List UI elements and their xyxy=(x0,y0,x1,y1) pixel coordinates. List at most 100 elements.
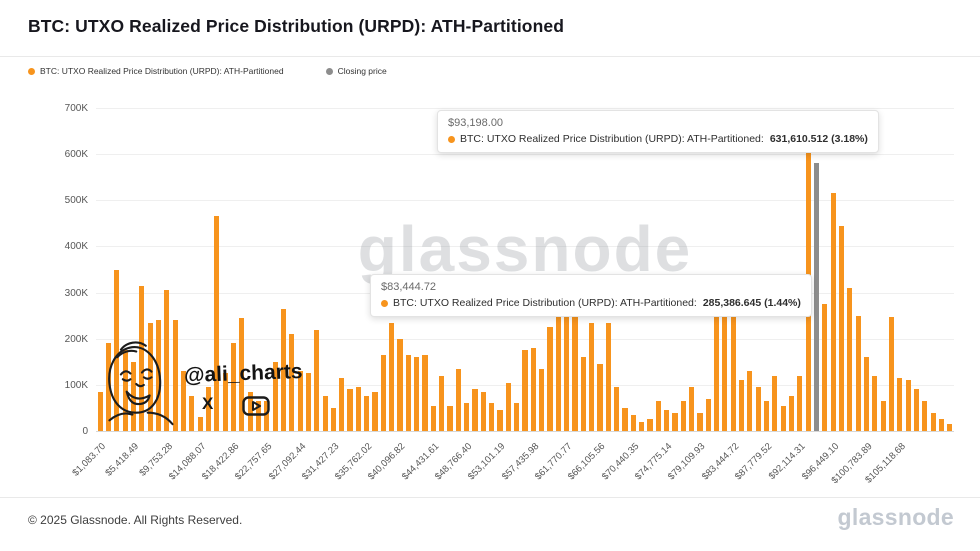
urpd-bar[interactable] xyxy=(355,387,361,431)
legend-item-closing-price[interactable]: Closing price xyxy=(325,66,387,76)
urpd-bar[interactable] xyxy=(830,193,836,431)
urpd-bar[interactable] xyxy=(255,401,261,431)
urpd-bar[interactable] xyxy=(772,375,778,431)
closing-price-bar[interactable] xyxy=(813,163,820,431)
urpd-bar[interactable] xyxy=(289,334,295,431)
urpd-bar[interactable] xyxy=(405,354,411,431)
urpd-bar[interactable] xyxy=(514,403,520,431)
urpd-bar[interactable] xyxy=(747,371,753,431)
urpd-bar[interactable] xyxy=(430,405,436,431)
urpd-bar[interactable] xyxy=(847,287,853,431)
urpd-bar[interactable] xyxy=(97,391,103,431)
urpd-bar[interactable] xyxy=(622,407,628,431)
urpd-bar[interactable] xyxy=(147,322,153,431)
urpd-bar[interactable] xyxy=(239,317,245,431)
urpd-bar[interactable] xyxy=(339,377,345,431)
urpd-bar[interactable] xyxy=(222,373,228,431)
urpd-bar[interactable] xyxy=(564,297,570,431)
urpd-bar[interactable] xyxy=(322,396,328,431)
urpd-bar[interactable] xyxy=(489,403,495,431)
urpd-bar[interactable] xyxy=(788,396,795,431)
urpd-bar[interactable] xyxy=(555,311,561,431)
urpd-bar[interactable] xyxy=(888,316,895,431)
urpd-bar[interactable] xyxy=(347,389,353,431)
urpd-bar[interactable] xyxy=(414,357,420,431)
urpd-bar[interactable] xyxy=(480,391,486,431)
urpd-bar[interactable] xyxy=(389,322,395,431)
urpd-bar[interactable] xyxy=(105,343,112,431)
urpd-bar[interactable] xyxy=(572,294,578,431)
urpd-bar[interactable] xyxy=(639,421,645,431)
urpd-bar[interactable] xyxy=(539,368,545,431)
urpd-bar[interactable] xyxy=(863,357,870,431)
urpd-bar[interactable] xyxy=(505,382,511,431)
urpd-bar[interactable] xyxy=(180,371,187,431)
urpd-bar[interactable] xyxy=(122,350,128,431)
urpd-bar[interactable] xyxy=(913,389,920,431)
urpd-bar[interactable] xyxy=(397,338,403,431)
urpd-bar[interactable] xyxy=(280,308,286,431)
urpd-bar[interactable] xyxy=(205,387,212,431)
urpd-bar[interactable] xyxy=(922,401,928,431)
urpd-bar[interactable] xyxy=(155,320,162,431)
urpd-bar[interactable] xyxy=(780,405,786,431)
urpd-bar[interactable] xyxy=(330,407,336,431)
urpd-bar[interactable] xyxy=(439,375,445,431)
urpd-bar[interactable] xyxy=(522,350,528,431)
urpd-bar[interactable] xyxy=(305,373,311,431)
urpd-bar[interactable] xyxy=(822,304,828,431)
urpd-bar[interactable] xyxy=(197,417,203,431)
urpd-bar[interactable] xyxy=(905,380,911,431)
urpd-bar[interactable] xyxy=(880,401,886,431)
urpd-bar[interactable] xyxy=(605,322,611,431)
urpd-bar[interactable] xyxy=(189,396,195,431)
urpd-bar[interactable] xyxy=(580,357,586,431)
legend-item-urpd[interactable]: BTC: UTXO Realized Price Distribution (U… xyxy=(28,66,284,76)
urpd-bar[interactable] xyxy=(455,368,461,431)
urpd-bar[interactable] xyxy=(872,375,878,431)
urpd-bar[interactable] xyxy=(164,290,170,431)
urpd-bar[interactable] xyxy=(897,377,903,431)
urpd-bar[interactable] xyxy=(614,387,620,431)
urpd-bar[interactable] xyxy=(472,389,478,431)
urpd-bar[interactable] xyxy=(530,347,536,431)
urpd-bar[interactable] xyxy=(447,405,453,431)
urpd-bar[interactable] xyxy=(755,387,761,431)
urpd-bar[interactable] xyxy=(139,285,145,431)
urpd-bar[interactable] xyxy=(314,329,320,431)
urpd-bar[interactable] xyxy=(680,401,686,431)
urpd-bar[interactable] xyxy=(547,327,553,431)
urpd-bar[interactable] xyxy=(114,269,120,431)
urpd-bar[interactable] xyxy=(247,391,253,431)
urpd-bar[interactable] xyxy=(739,380,745,431)
urpd-bar[interactable] xyxy=(264,401,270,431)
urpd-bar[interactable] xyxy=(797,375,803,431)
urpd-bar[interactable] xyxy=(297,371,303,431)
urpd-bar[interactable] xyxy=(630,414,636,431)
urpd-bar[interactable] xyxy=(722,313,728,431)
urpd-bar[interactable] xyxy=(380,354,386,431)
urpd-bar[interactable] xyxy=(589,322,595,431)
urpd-bar[interactable] xyxy=(947,424,953,431)
urpd-bar[interactable] xyxy=(464,403,470,431)
urpd-bar[interactable] xyxy=(714,308,720,431)
urpd-bar[interactable] xyxy=(730,299,736,431)
urpd-bar[interactable] xyxy=(838,225,845,431)
urpd-bar[interactable] xyxy=(597,364,603,431)
urpd-bar[interactable] xyxy=(930,412,936,431)
urpd-bar[interactable] xyxy=(230,343,237,431)
urpd-bar[interactable] xyxy=(172,320,178,431)
urpd-bar[interactable] xyxy=(655,401,661,431)
urpd-bar[interactable] xyxy=(422,354,428,431)
urpd-bar[interactable] xyxy=(938,419,945,431)
urpd-bar[interactable] xyxy=(855,315,861,431)
urpd-bar[interactable] xyxy=(763,401,770,431)
urpd-bar[interactable] xyxy=(689,387,695,431)
urpd-bar[interactable] xyxy=(664,410,670,431)
urpd-bar[interactable] xyxy=(272,361,278,431)
urpd-bar[interactable] xyxy=(672,412,678,431)
urpd-bar[interactable] xyxy=(364,396,370,431)
urpd-bar[interactable] xyxy=(647,419,653,431)
urpd-bar[interactable] xyxy=(705,398,711,431)
urpd-bar[interactable] xyxy=(372,391,378,431)
